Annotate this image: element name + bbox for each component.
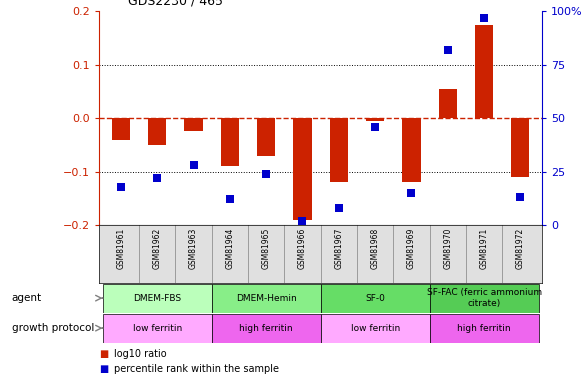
Text: low ferritin: low ferritin [350,324,400,333]
Text: SF-FAC (ferric ammonium
citrate): SF-FAC (ferric ammonium citrate) [427,288,542,308]
Point [370,124,380,130]
Bar [293,118,311,220]
Point [479,15,489,21]
Text: GSM81968: GSM81968 [371,228,380,269]
Bar [321,314,430,342]
Text: DMEM-FBS: DMEM-FBS [133,294,181,303]
Point [189,162,198,168]
Text: agent: agent [12,293,42,303]
Bar [212,314,321,342]
Point [443,47,452,53]
Bar [103,314,212,342]
Text: GSM81966: GSM81966 [298,228,307,269]
Text: GSM81967: GSM81967 [334,228,343,269]
Bar [430,284,539,312]
Bar [184,118,203,132]
Text: low ferritin: low ferritin [132,324,182,333]
Bar [257,118,275,156]
Text: log10 ratio: log10 ratio [114,350,166,359]
Bar [475,25,493,118]
Bar [430,314,539,342]
Bar [366,118,384,121]
Text: GSM81963: GSM81963 [189,228,198,269]
Text: GSM81962: GSM81962 [153,228,161,269]
Point [298,218,307,224]
Text: ■: ■ [99,350,108,359]
Bar [321,284,430,312]
Text: GSM81969: GSM81969 [407,228,416,269]
Point [407,190,416,196]
Point [262,171,271,177]
Point [225,196,234,202]
Bar [212,284,321,312]
Bar [330,118,348,182]
Text: GSM81964: GSM81964 [226,228,234,269]
Text: growth protocol: growth protocol [12,323,94,333]
Bar [511,118,529,177]
Point [516,194,525,200]
Text: ■: ■ [99,364,108,374]
Text: GSM81965: GSM81965 [262,228,271,269]
Bar [221,118,239,166]
Bar [438,89,457,118]
Bar [112,118,130,140]
Point [116,183,125,189]
Text: GSM81971: GSM81971 [480,228,489,269]
Point [153,175,162,181]
Text: GSM81972: GSM81972 [516,228,525,269]
Text: GSM81970: GSM81970 [443,228,452,269]
Point [334,205,343,211]
Bar [148,118,166,145]
Text: DMEM-Hemin: DMEM-Hemin [236,294,297,303]
Text: high ferritin: high ferritin [240,324,293,333]
Bar [103,284,212,312]
Text: percentile rank within the sample: percentile rank within the sample [114,364,279,374]
Text: GSM81961: GSM81961 [117,228,125,269]
Bar [402,118,420,182]
Text: GDS2230 / 465: GDS2230 / 465 [128,0,223,8]
Text: high ferritin: high ferritin [457,324,511,333]
Text: SF-0: SF-0 [365,294,385,303]
